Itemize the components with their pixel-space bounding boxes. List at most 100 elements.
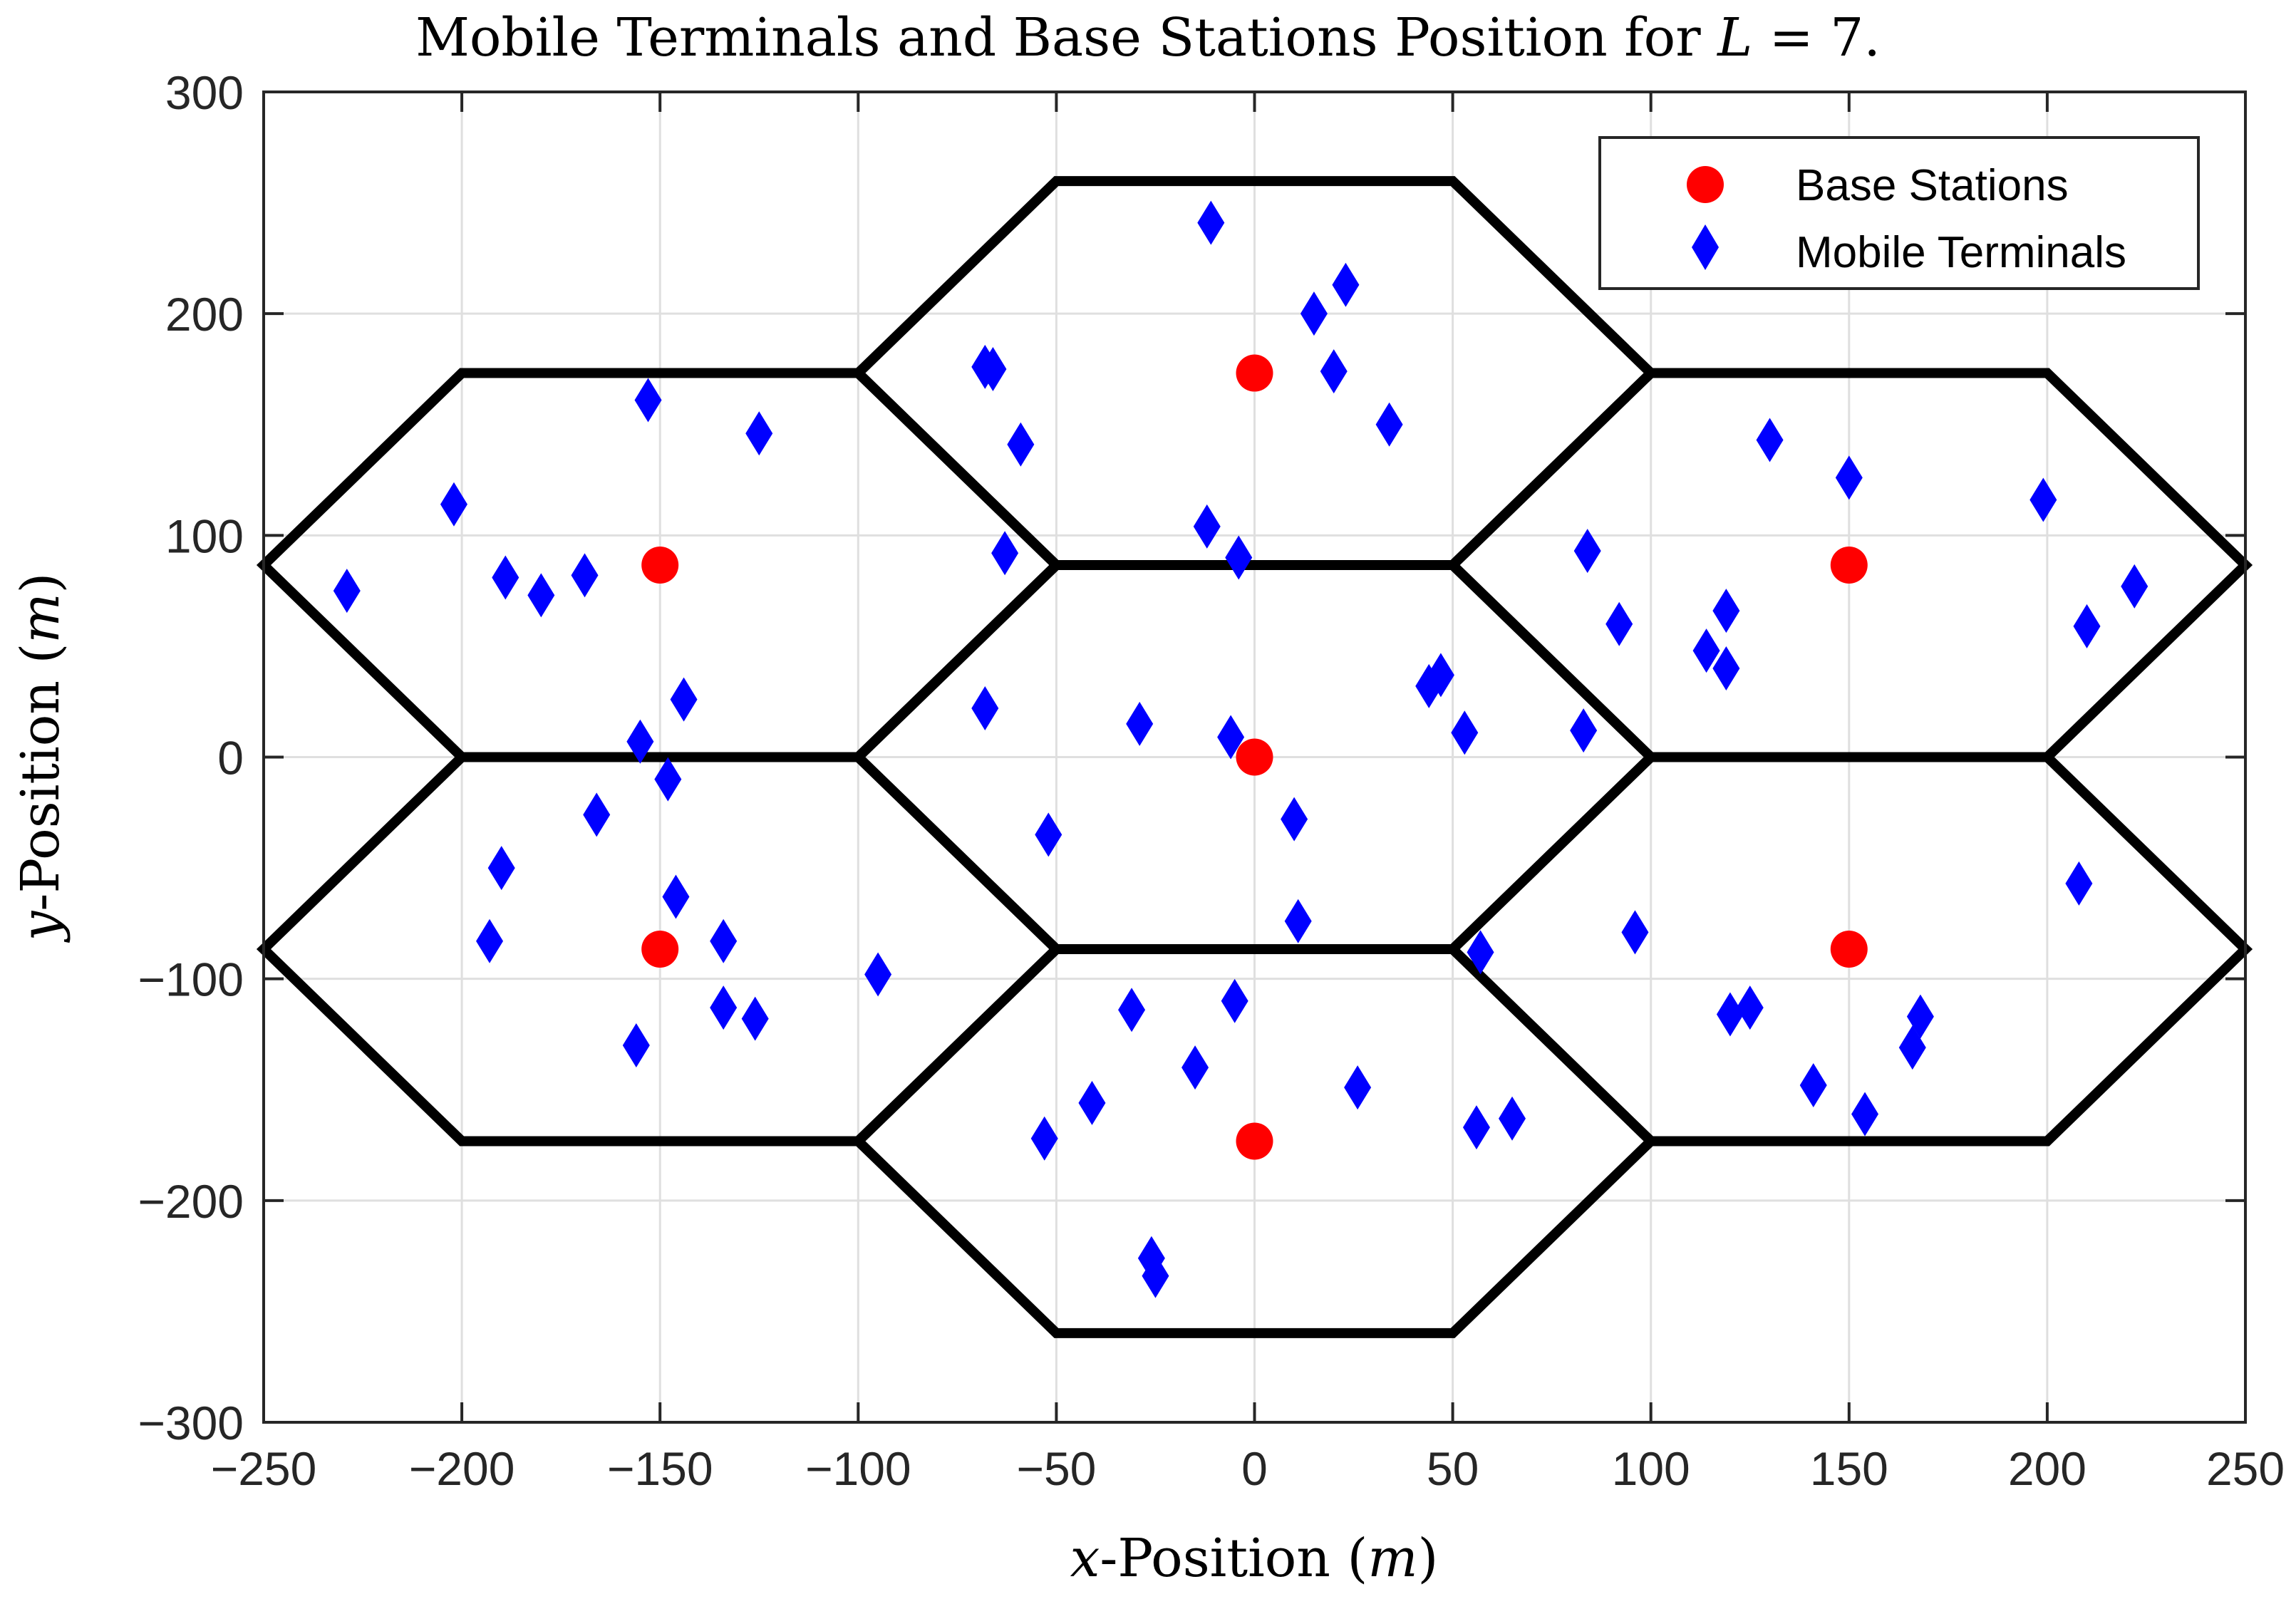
base-station-point [1830, 547, 1868, 584]
mobile-terminal-point [476, 918, 504, 963]
base-station-point [1236, 354, 1273, 392]
y-tick-labels: −300 −200 −100 0 100 200 300 [138, 66, 244, 1449]
mobile-terminal-point [1375, 402, 1403, 447]
mobile-terminal-point [1035, 812, 1062, 857]
mobile-terminal-point [1126, 701, 1154, 746]
x-tick-label: −50 [1016, 1442, 1096, 1495]
chart-title: Mobile Terminals and Base Stations Posit… [415, 7, 1881, 68]
mobile-terminal-point [1605, 601, 1633, 646]
mobile-terminal-markers [333, 200, 2148, 1298]
mobile-terminal-point [741, 996, 769, 1041]
mobile-terminal-point [1007, 422, 1035, 467]
legend: Base Stations Mobile Terminals [1598, 136, 2200, 290]
mobile-terminal-point [1570, 708, 1598, 753]
legend-mobile-terminal-label: Mobile Terminals [1796, 228, 2126, 277]
mobile-terminal-point [1225, 535, 1253, 580]
mobile-terminal-point [333, 569, 361, 614]
mobile-terminal-point [2029, 477, 2057, 522]
mobile-terminal-point [1451, 710, 1479, 755]
mobile-terminal-point [1197, 200, 1225, 245]
base-station-markers [641, 354, 1868, 1160]
mobile-terminal-point [527, 573, 555, 618]
mobile-terminal-point [1692, 628, 1720, 673]
axis-ticks [262, 90, 2247, 1424]
mobile-terminal-point [971, 686, 999, 731]
mobile-terminal-point [1621, 910, 1649, 955]
mobile-terminal-point [1217, 715, 1245, 760]
mobile-terminal-point [1736, 985, 1764, 1030]
mobile-terminal-point [1142, 1253, 1169, 1298]
mobile-terminal-point [1284, 899, 1312, 943]
x-tick-labels: −250 −200 −150 −100 −50 0 50 100 150 200 250 [211, 1442, 2285, 1495]
y-tick-label: −100 [138, 953, 244, 1006]
mobile-terminal-point [1300, 291, 1328, 336]
base-station-point [641, 930, 679, 968]
mobile-terminal-point [487, 846, 515, 891]
mobile-terminal-point [2073, 604, 2101, 648]
mobile-terminal-point [440, 482, 467, 527]
x-tick-label: 250 [2206, 1442, 2285, 1495]
x-tick-label: −100 [805, 1442, 911, 1495]
mobile-terminal-point [634, 378, 662, 423]
y-tick-label: −200 [138, 1175, 244, 1228]
mobile-terminal-point [1281, 797, 1308, 842]
y-tick-label: −300 [138, 1397, 244, 1449]
base-station-point [1236, 738, 1273, 776]
y-tick-label: 0 [217, 732, 244, 785]
mobile-terminal-point [626, 719, 654, 764]
mobile-terminal-point [1332, 262, 1360, 307]
mobile-terminal-point [1320, 349, 1348, 394]
x-tick-label: −250 [211, 1442, 317, 1495]
mobile-terminal-point [670, 677, 698, 722]
y-axis-label: y-Position (m) [10, 573, 71, 943]
mobile-terminal-point [710, 918, 738, 963]
x-tick-label: 0 [1241, 1442, 1268, 1495]
mobile-terminal-point [571, 553, 599, 598]
mobile-terminal-point [864, 952, 892, 997]
y-tick-label: 300 [165, 66, 244, 119]
mobile-terminal-point [654, 757, 682, 802]
y-tick-label: 200 [165, 288, 244, 341]
mobile-terminal-point [2065, 861, 2093, 906]
x-tick-label: 200 [2008, 1442, 2086, 1495]
y-tick-label: 100 [165, 509, 244, 562]
legend-box [1598, 136, 2200, 290]
mobile-terminal-point [745, 411, 773, 456]
mobile-terminal-point [1467, 930, 1494, 975]
mobile-terminal-point [1898, 1025, 1926, 1070]
mobile-terminal-point [1181, 1045, 1209, 1090]
mobile-terminal-point [2121, 564, 2148, 609]
mobile-terminal-point [1078, 1080, 1106, 1125]
mobile-terminal-point [662, 874, 690, 919]
mobile-terminal-point [1118, 988, 1146, 1033]
mobile-terminal-point [1835, 455, 1863, 500]
mobile-terminal-point [1030, 1116, 1058, 1161]
mobile-terminal-point [1712, 589, 1740, 633]
mobile-terminal-point [1427, 653, 1454, 698]
mobile-terminal-point [1221, 978, 1248, 1023]
legend-mobile-terminal-marker [1692, 224, 1719, 270]
base-station-point [1830, 930, 1868, 968]
mobile-terminal-point [1756, 418, 1784, 462]
mobile-terminal-point [710, 985, 738, 1030]
x-tick-label: −200 [409, 1442, 515, 1495]
mobile-terminal-point [1712, 646, 1740, 691]
mobile-terminal-point [1799, 1063, 1827, 1108]
x-tick-label: 100 [1612, 1442, 1690, 1495]
mobile-terminal-point [1193, 504, 1221, 549]
legend-base-station-marker [1687, 166, 1724, 203]
base-station-point [1236, 1122, 1273, 1160]
mobile-terminal-point [1462, 1105, 1490, 1150]
mobile-terminal-point [979, 346, 1007, 391]
legend-base-station-label: Base Stations [1796, 161, 2069, 210]
mobile-terminal-point [1851, 1092, 1879, 1137]
x-tick-label: 50 [1427, 1442, 1479, 1495]
mobile-terminal-point [991, 531, 1019, 576]
mobile-terminal-point [1344, 1065, 1372, 1110]
mobile-terminal-point [583, 792, 611, 837]
x-tick-label: −150 [607, 1442, 713, 1495]
mobile-terminal-point [1716, 992, 1744, 1037]
base-station-point [641, 547, 679, 584]
x-axis-label: x-Position (m) [1070, 1528, 1439, 1589]
